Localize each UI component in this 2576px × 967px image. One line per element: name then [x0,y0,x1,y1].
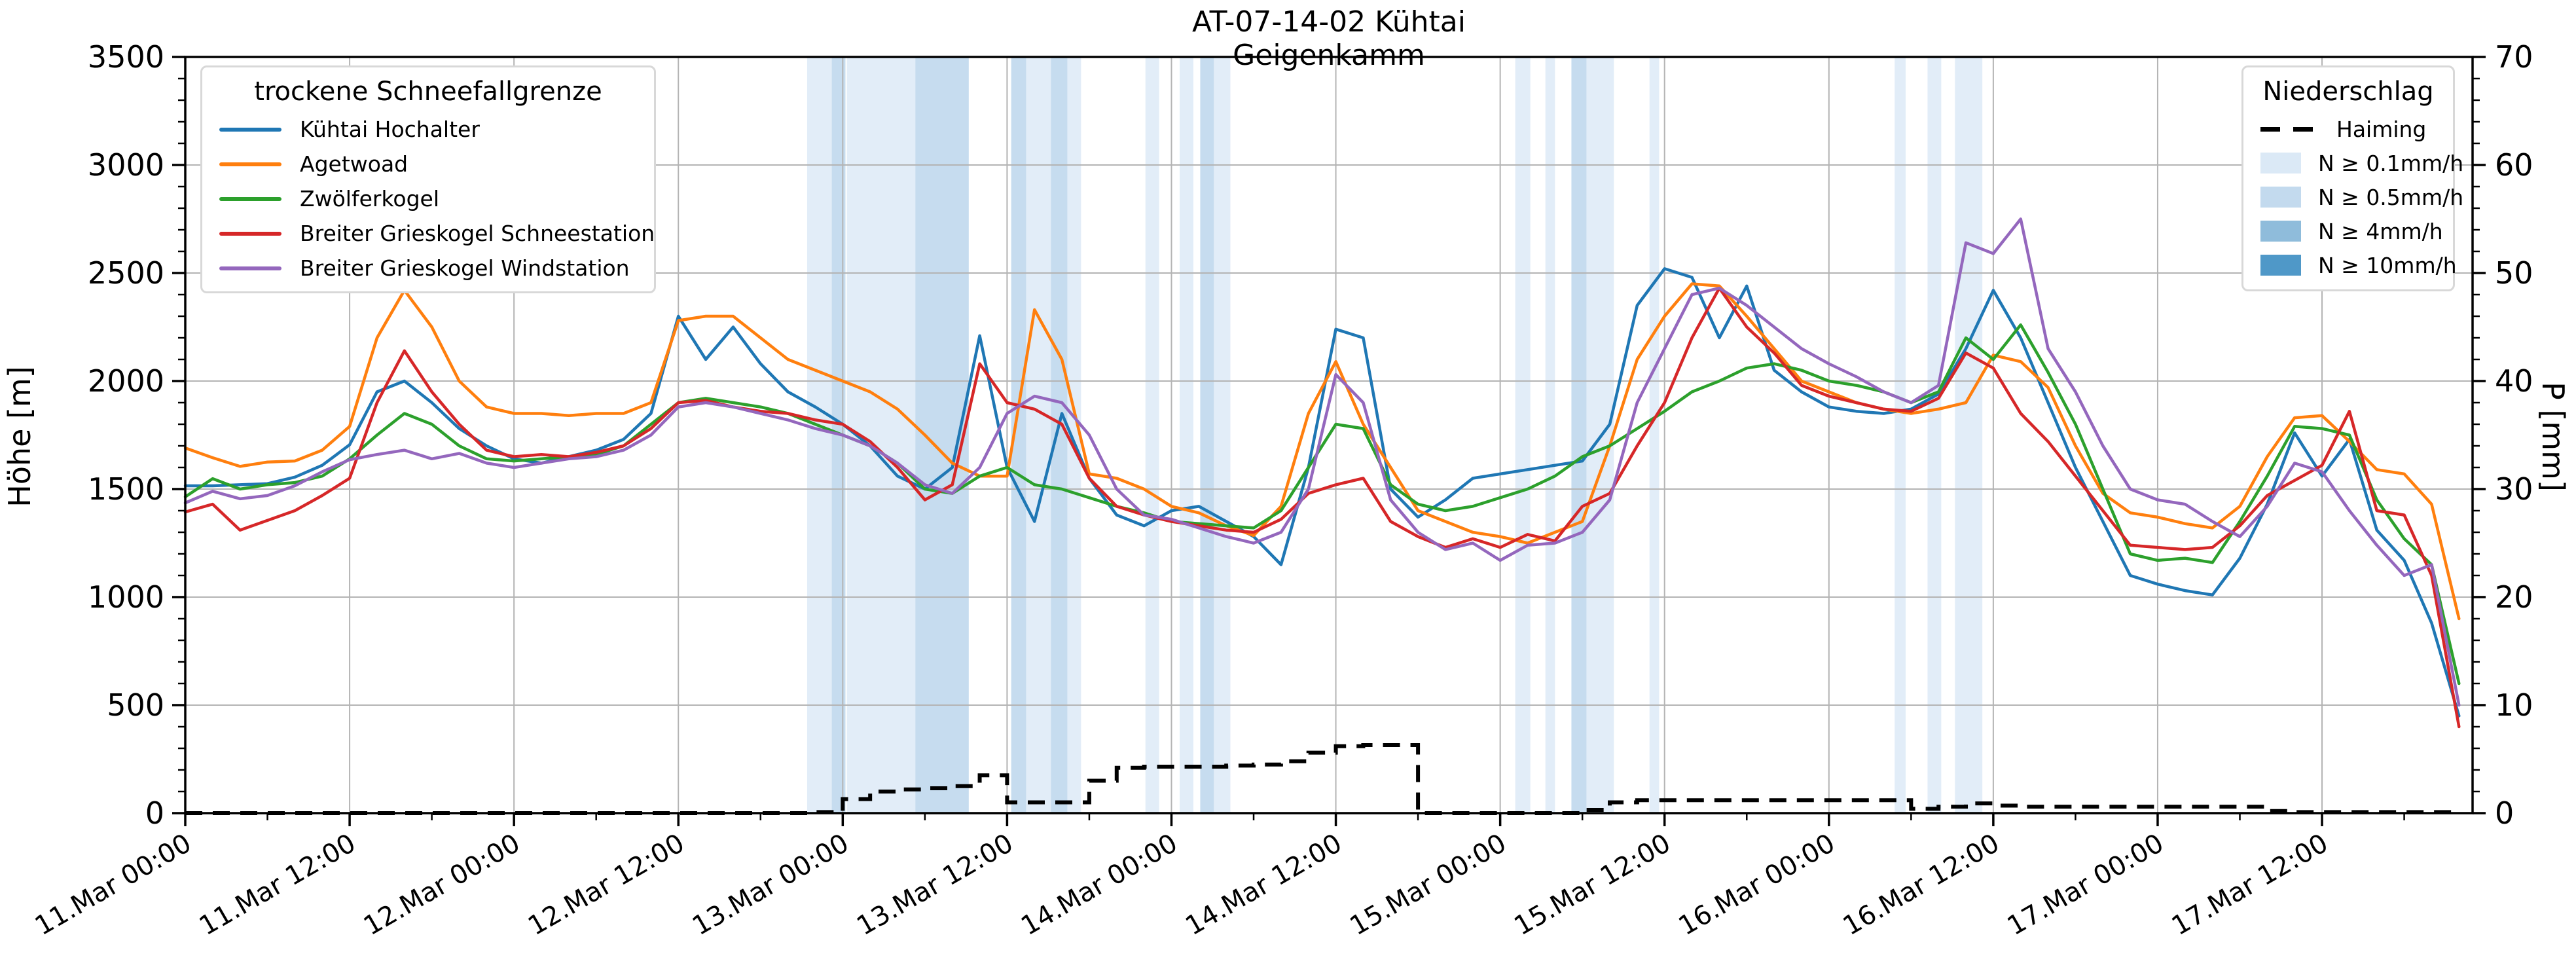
legend-item: N ≥ 10mm/h [2260,248,2457,282]
legend-patch-swatch [2260,255,2301,276]
y-tick-label-right: 50 [2495,255,2533,291]
legend-item: Breiter Grieskogel Schneestation [219,216,655,251]
legend-item: Agetwoad [219,147,637,181]
x-tick-label: 13.Mar 00:00 [687,828,854,941]
x-tick-label: 17.Mar 12:00 [2167,828,2333,941]
precip-band [1145,57,1159,813]
legend-item-label: N ≥ 4mm/h [2318,218,2443,244]
precip-band [807,57,832,813]
series-line [183,282,2461,621]
precip-band [1011,57,1026,813]
precip-band [1200,57,1214,813]
x-tick-label: 12.Mar 12:00 [523,828,689,941]
legend-item: N ≥ 4mm/h [2260,214,2443,248]
plot-border [184,56,2474,814]
y-axis-label-left: Höhe [m] [2,366,37,507]
y-tick-label-right: 60 [2495,147,2533,183]
legend-line-swatch [219,266,281,270]
legend-item-label: Kühtai Hochalter [300,117,480,142]
chart-title: AT-07-14-02 Kühtai Geigenkamm [1192,5,1466,72]
x-tick-label: 15.Mar 00:00 [1345,828,1511,941]
legend-item-label: Agetwoad [300,151,408,177]
legend-snowline: trockene Schneefallgrenze Kühtai Hochalt… [200,65,656,293]
y-tick-label-left: 2500 [88,255,164,291]
y-tick-label-left: 2000 [88,363,164,399]
legend-patch-swatch [2260,221,2301,242]
x-tick-label: 14.Mar 00:00 [1016,828,1182,941]
precip-band [1571,57,1587,813]
legend-patch-swatch [2260,153,2301,173]
y-tick-label-right: 40 [2495,363,2533,399]
legend-item: Haiming [2260,112,2436,146]
x-tick-label: 11.Mar 00:00 [30,828,196,941]
legend-snowline-title: trockene Schneefallgrenze [254,77,602,107]
y-tick-label-right: 10 [2495,687,2533,723]
legend-line-swatch [219,196,281,201]
legend-item-label: N ≥ 0.1mm/h [2318,150,2464,176]
y-tick-label-left: 3000 [88,147,164,183]
legend-precipitation-title: Niederschlag [2262,77,2434,107]
precip-band [1214,57,1231,813]
precip-band [1649,57,1660,813]
y-tick-label-right: 20 [2495,579,2533,615]
y-axis-label-right: P [mm] [2535,382,2571,492]
y-tick-label-left: 1000 [88,579,164,615]
haiming-precip-line [185,743,2461,815]
legend-item-label: Breiter Grieskogel Schneestation [300,221,655,246]
legend-line-swatch [219,162,281,166]
series-line [183,267,2461,718]
precip-band [1895,57,1906,813]
legend-item-label: N ≥ 10mm/h [2318,252,2457,278]
legend-line-swatch [219,231,281,236]
legend-line-swatch [219,127,281,132]
y-tick-label-left: 1500 [88,471,164,507]
legend-item: N ≥ 0.5mm/h [2260,180,2463,214]
y-tick-label-left: 500 [107,687,164,723]
y-tick-label-left: 3500 [88,39,164,75]
legend-dash-swatch [2260,126,2318,132]
precip-band [1026,57,1051,813]
y-tick-label-right: 30 [2495,471,2533,507]
series-line [183,217,2461,707]
legend-item: N ≥ 0.1mm/h [2260,146,2463,180]
legend-item-label: N ≥ 0.5mm/h [2318,184,2464,210]
y-tick-label-right: 0 [2495,795,2514,831]
y-tick-label-right: 70 [2495,39,2533,75]
legend-item-label: Zwölferkogel [300,186,439,211]
precip-band [1515,57,1531,813]
precip-band [1180,57,1193,813]
precip-band [1545,57,1555,813]
legend-patch-swatch [2260,187,2301,208]
y-tick-label-left: 0 [145,795,164,831]
precip-band [1067,57,1081,813]
legend-item: Zwölferkogel [219,181,637,216]
precip-band [1927,57,1942,813]
precip-band [1051,57,1068,813]
x-tick-label: 11.Mar 12:00 [194,828,361,941]
x-tick-label: 16.Mar 12:00 [1838,828,2005,941]
legend-item-label: Breiter Grieskogel Windstation [300,255,630,281]
x-tick-label: 16.Mar 00:00 [1674,828,1840,941]
precip-band [1955,57,1983,813]
x-tick-label: 13.Mar 12:00 [852,828,1018,941]
x-tick-label: 15.Mar 12:00 [1509,828,1675,941]
legend-item-label: Haiming [2336,116,2427,142]
legend-item: Kühtai Hochalter [219,112,637,147]
x-tick-label: 14.Mar 12:00 [1180,828,1347,941]
legend-item: Breiter Grieskogel Windstation [219,251,637,285]
x-tick-label: 17.Mar 00:00 [2003,828,2169,941]
series-line [183,286,2461,729]
legend-precipitation: Niederschlag Haiming N ≥ 0.1mm/h N ≥ 0.5mm… [2241,65,2463,291]
x-tick-label: 12.Mar 00:00 [359,828,525,941]
